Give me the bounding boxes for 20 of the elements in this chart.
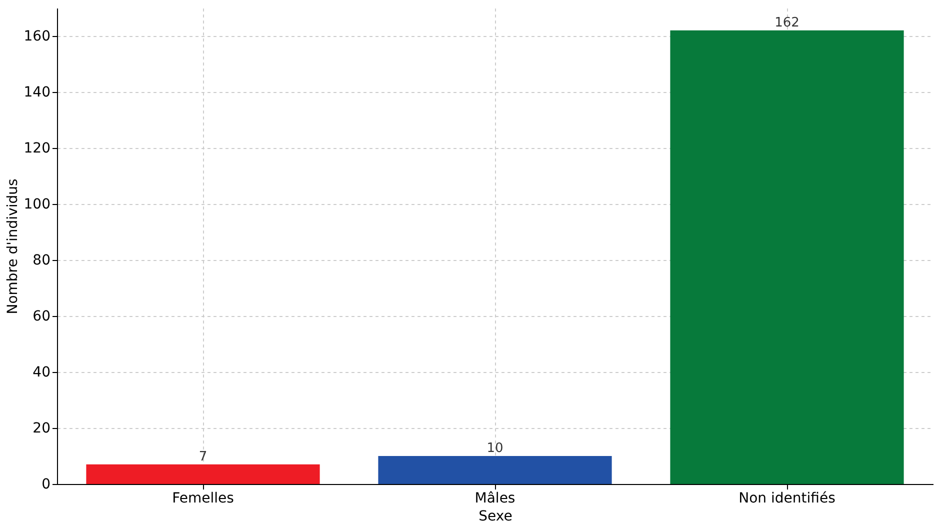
y-tick-label: 100: [24, 196, 50, 212]
x-tick-label: Non identifiés: [738, 490, 836, 506]
bar: [86, 464, 320, 484]
x-axis-title: Sexe: [478, 508, 512, 524]
y-tick-label: 160: [24, 28, 50, 44]
y-tick-label: 60: [32, 308, 50, 324]
x-tick-label: Femelles: [172, 490, 234, 506]
y-tick-label: 0: [42, 476, 50, 492]
bar: [670, 30, 904, 484]
y-tick-label: 20: [32, 420, 50, 436]
y-tick-label: 140: [24, 84, 50, 100]
bar: [378, 456, 612, 484]
x-tick-label: Mâles: [474, 490, 516, 506]
data-label: 10: [486, 441, 504, 456]
y-tick-label: 40: [32, 364, 50, 380]
data-label: 7: [198, 449, 208, 464]
y-axis-title: Nombre d'individus: [4, 178, 21, 314]
y-tick-label: 120: [24, 140, 50, 156]
y-tick-label: 80: [32, 252, 50, 268]
data-label: 162: [774, 15, 800, 30]
